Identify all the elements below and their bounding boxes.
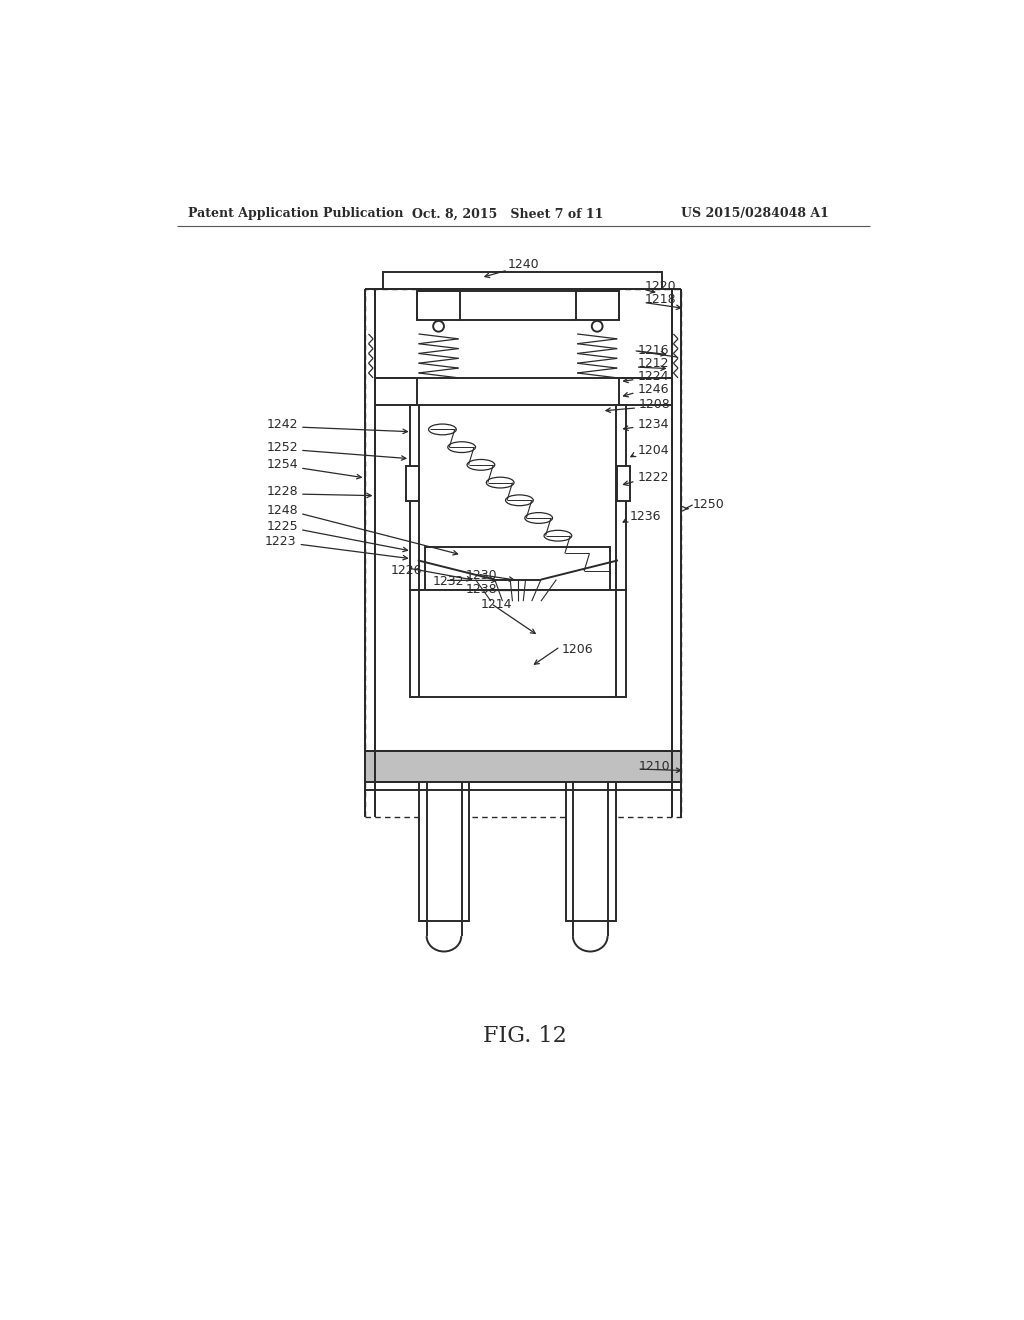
Ellipse shape (429, 424, 457, 434)
Text: 1236: 1236 (630, 510, 662, 523)
Bar (366, 751, 681, 781)
Text: 1234: 1234 (637, 417, 669, 430)
Bar (565, 781, 615, 921)
Text: FIG. 12: FIG. 12 (483, 1026, 566, 1047)
Text: 1240: 1240 (508, 259, 540, 271)
Bar (366, 751, 681, 781)
Text: 1248: 1248 (267, 504, 298, 517)
Circle shape (512, 550, 526, 564)
Text: 1232: 1232 (433, 576, 465, 589)
Text: 1238: 1238 (466, 583, 497, 597)
Ellipse shape (506, 495, 534, 506)
Bar (417, 290, 460, 321)
Bar (617, 466, 630, 502)
Text: 1230: 1230 (466, 569, 497, 582)
Text: Patent Application Publication: Patent Application Publication (188, 207, 403, 220)
Text: 1210: 1210 (639, 760, 671, 774)
Bar (575, 290, 618, 321)
Text: 1250: 1250 (692, 499, 724, 511)
Text: 1214: 1214 (481, 598, 512, 611)
Bar (366, 289, 681, 817)
Text: 1220: 1220 (645, 280, 677, 293)
Text: 1206: 1206 (562, 643, 593, 656)
Text: 1252: 1252 (267, 441, 298, 454)
Text: 1204: 1204 (637, 445, 669, 458)
Text: 1224: 1224 (637, 370, 669, 383)
Circle shape (466, 550, 480, 564)
Circle shape (489, 550, 503, 564)
Bar (419, 781, 469, 921)
Bar (410, 590, 626, 697)
Bar (407, 466, 419, 502)
Text: US 2015/0284048 A1: US 2015/0284048 A1 (681, 207, 829, 220)
Bar (410, 405, 626, 590)
Text: 1225: 1225 (267, 520, 298, 533)
Text: 1228: 1228 (267, 484, 298, 498)
Ellipse shape (544, 531, 571, 541)
Ellipse shape (583, 566, 610, 577)
Text: 1223: 1223 (264, 535, 296, 548)
Text: 1208: 1208 (639, 399, 671, 412)
Circle shape (592, 321, 602, 331)
Text: 1218: 1218 (645, 293, 677, 306)
Ellipse shape (563, 548, 591, 558)
Ellipse shape (525, 512, 553, 524)
Ellipse shape (486, 478, 514, 488)
Text: 1216: 1216 (637, 345, 669, 358)
Bar (425, 548, 610, 590)
Text: 1226: 1226 (391, 564, 422, 577)
Text: 1254: 1254 (267, 458, 298, 471)
Text: Oct. 8, 2015   Sheet 7 of 11: Oct. 8, 2015 Sheet 7 of 11 (412, 207, 603, 220)
Ellipse shape (467, 459, 495, 470)
Text: 1222: 1222 (637, 471, 669, 484)
Text: 1246: 1246 (637, 383, 669, 396)
Ellipse shape (447, 442, 475, 453)
Circle shape (433, 321, 444, 331)
Bar (383, 272, 662, 290)
Text: 1242: 1242 (267, 417, 298, 430)
Text: 1212: 1212 (637, 358, 669, 371)
